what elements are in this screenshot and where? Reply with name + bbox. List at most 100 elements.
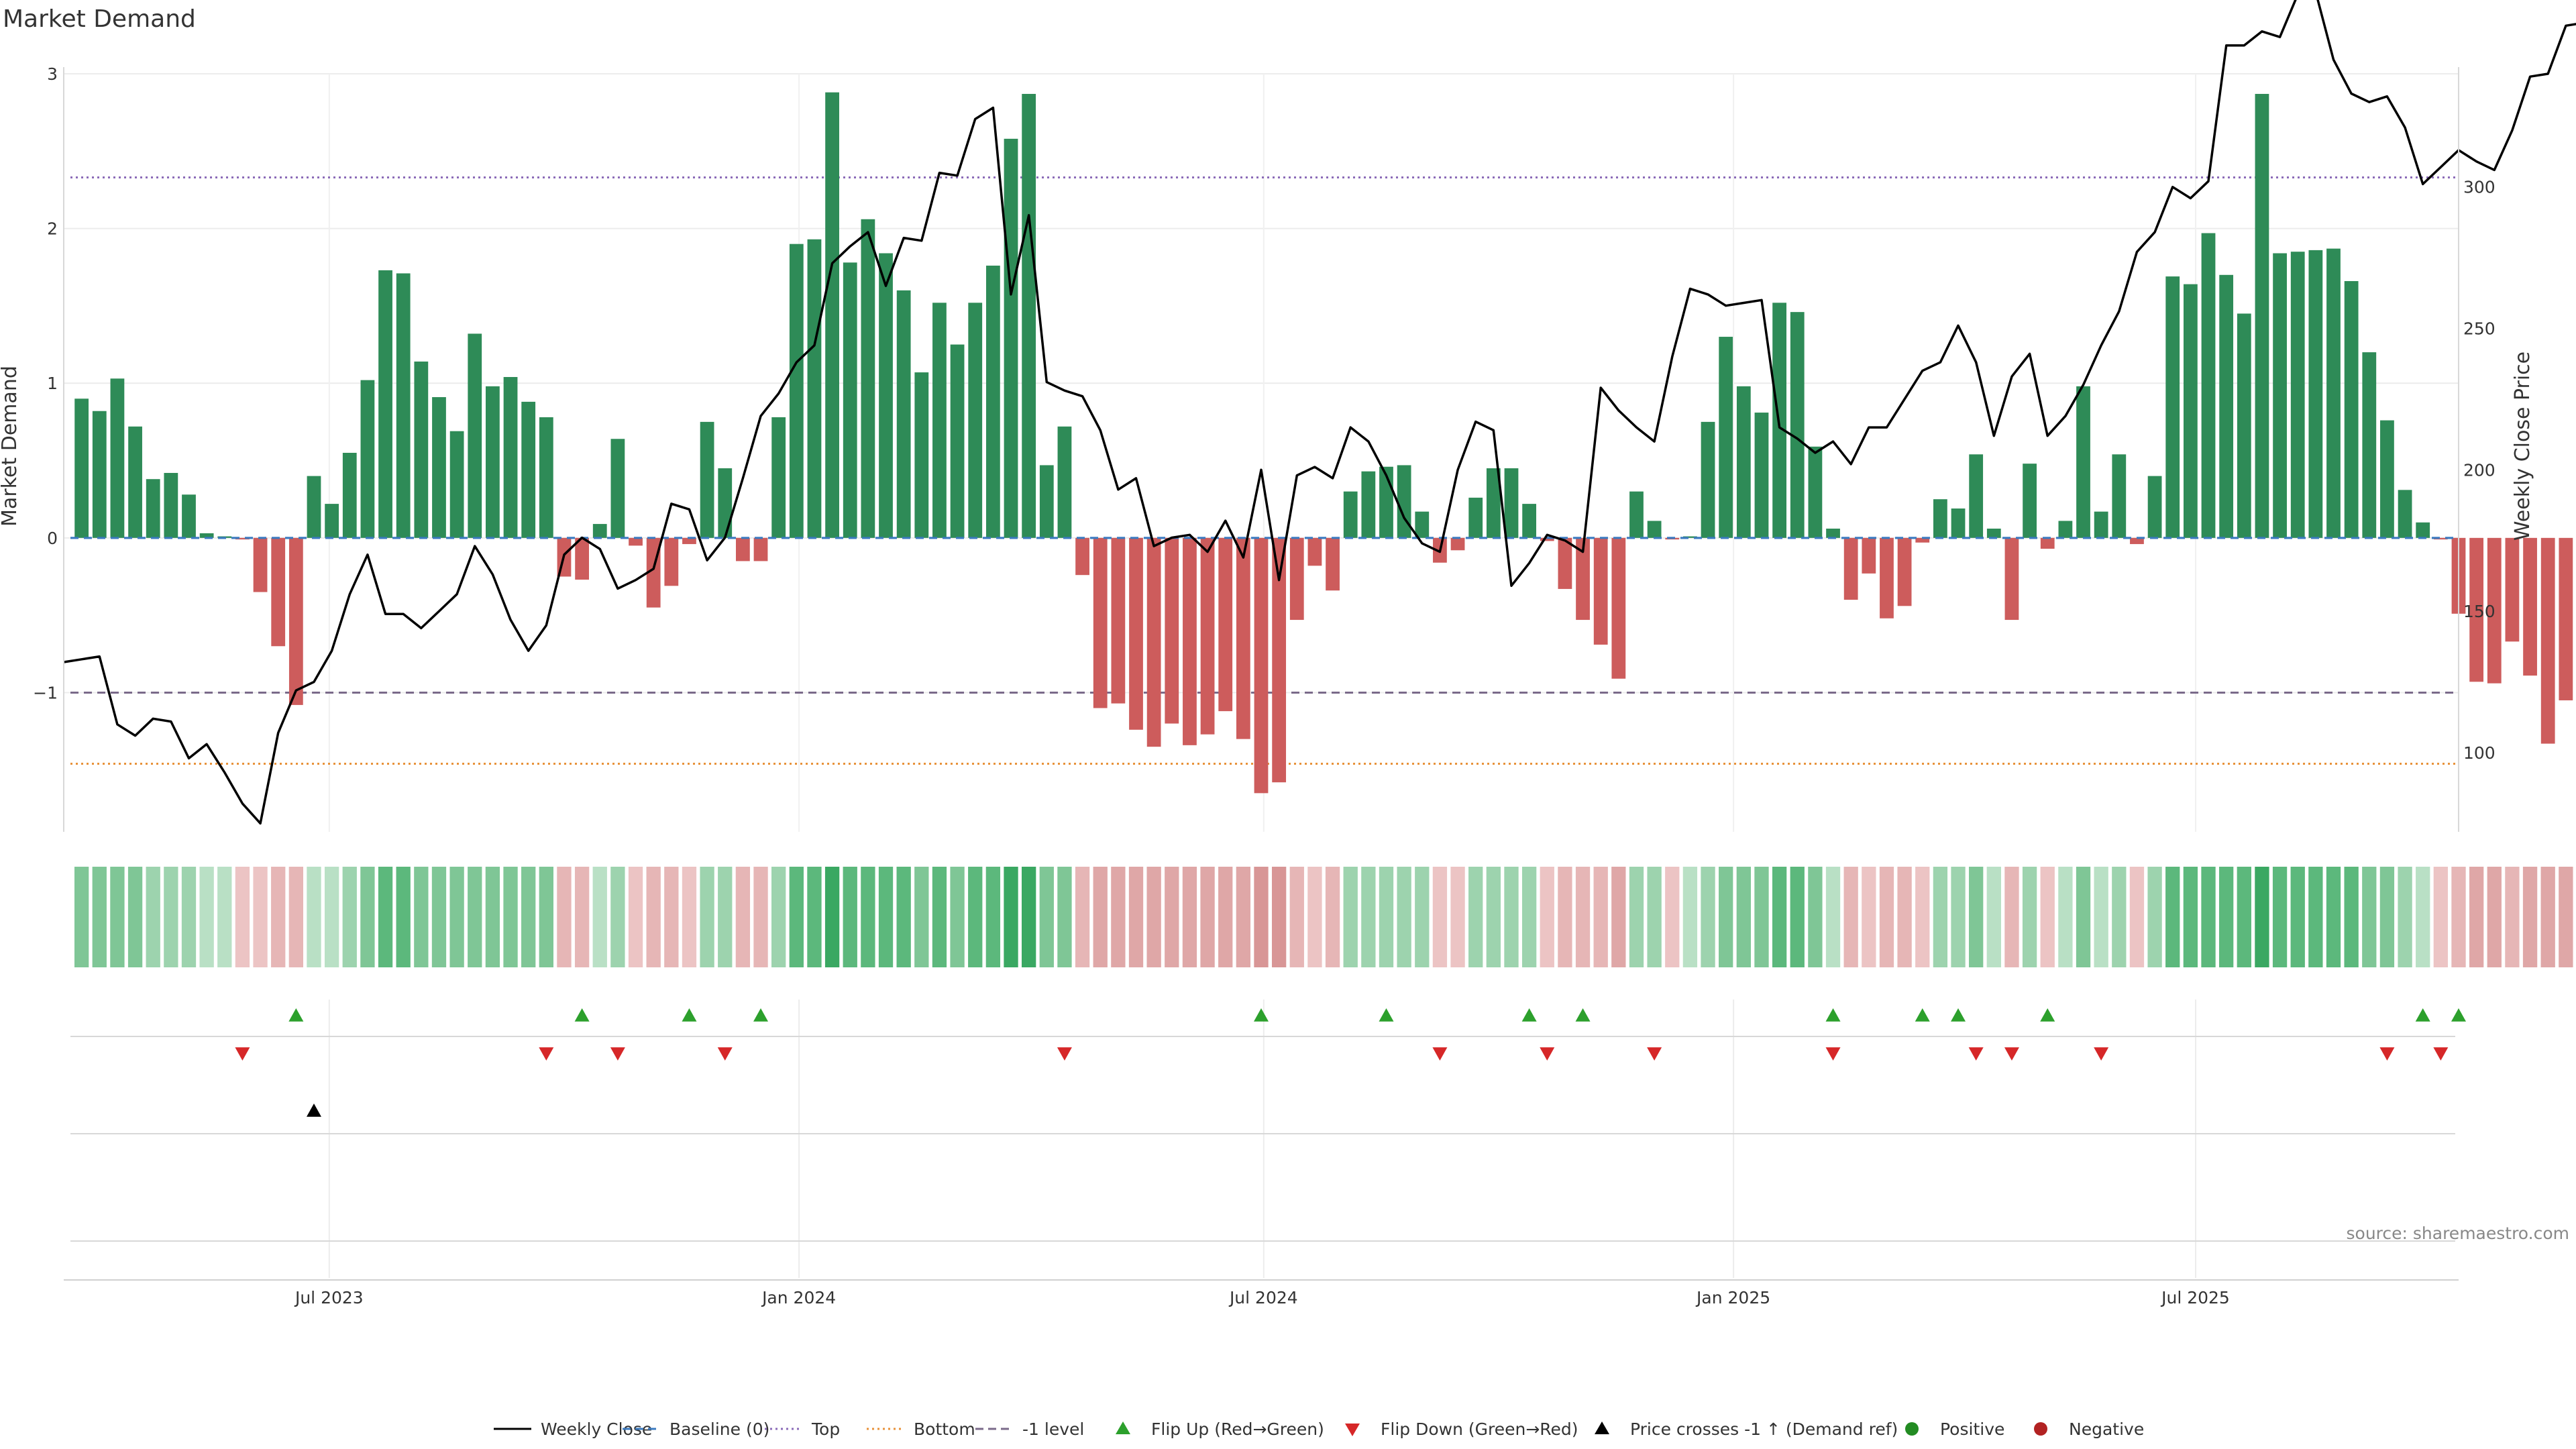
strip-cell xyxy=(718,867,733,967)
demand-bar xyxy=(1736,386,1751,538)
strip-cell xyxy=(700,867,714,967)
demand-bar xyxy=(288,537,303,705)
demand-bar xyxy=(1558,537,1572,589)
demand-bar xyxy=(2362,352,2377,538)
demand-bar xyxy=(1057,426,1072,538)
y-tick-label: 0 xyxy=(47,529,58,548)
demand-bar xyxy=(2183,284,2198,538)
legend-item: Negative xyxy=(2034,1419,2144,1439)
legend-item: Baseline (0) xyxy=(623,1419,769,1439)
demand-bar xyxy=(2112,454,2127,538)
strip-cell xyxy=(610,867,625,967)
flip-up-marker xyxy=(682,1008,697,1022)
legend-label: Positive xyxy=(1940,1419,2004,1439)
strip-cell xyxy=(1897,867,1912,967)
y2-tick-label: 300 xyxy=(2463,178,2496,197)
strip-cell xyxy=(2326,867,2341,967)
demand-bar xyxy=(1969,454,1984,538)
flip-up-marker xyxy=(1379,1008,1394,1022)
strip-cell xyxy=(307,867,321,967)
demand-bar xyxy=(1701,421,1715,538)
x-tick-label: Jan 2025 xyxy=(1695,1288,1770,1307)
flip-up-marker xyxy=(1521,1008,1537,1022)
strip-cell xyxy=(1486,867,1501,967)
chart-title: Market Demand xyxy=(3,5,196,33)
strip-cell xyxy=(503,867,518,967)
demand-bar xyxy=(503,377,518,538)
demand-bar xyxy=(2147,476,2162,538)
demand-bar xyxy=(682,537,696,545)
demand-bar xyxy=(2344,281,2359,538)
demand-bar xyxy=(575,537,590,580)
flip-up-marker xyxy=(1915,1008,1930,1022)
demand-bar xyxy=(2326,248,2341,538)
strip-cell xyxy=(146,867,160,967)
flip-down-marker xyxy=(2094,1047,2109,1061)
demand-bar xyxy=(896,290,911,538)
x-tick-label: Jul 2025 xyxy=(2160,1288,2230,1307)
strip-cell xyxy=(1575,867,1591,967)
strip-cell xyxy=(1682,867,1698,967)
strip-cell xyxy=(1004,867,1018,967)
strip-cell xyxy=(2290,867,2305,967)
strip-cell xyxy=(2058,867,2073,967)
strip-cell xyxy=(1057,867,1072,967)
legend-swatch xyxy=(1905,1422,1919,1436)
demand-bar xyxy=(1522,504,1537,538)
demand-bar xyxy=(2076,386,2090,538)
strip-cell xyxy=(557,867,572,967)
flip-up-marker xyxy=(1575,1008,1591,1022)
strip-cell xyxy=(127,867,143,967)
demand-bar xyxy=(2219,274,2234,538)
demand-bar xyxy=(2130,537,2144,545)
demand-bar xyxy=(735,537,750,561)
strip-cell xyxy=(807,867,822,967)
demand-bar xyxy=(74,398,89,538)
strip-cell xyxy=(1075,867,1090,967)
strip-cell xyxy=(664,867,679,967)
demand-bar xyxy=(182,494,196,538)
flip-down-marker xyxy=(717,1047,733,1061)
strip-cell xyxy=(1629,867,1644,967)
price-line-layer xyxy=(63,0,2576,825)
demand-bar xyxy=(1200,537,1215,735)
strip-cell xyxy=(521,867,536,967)
demand-bar xyxy=(2058,521,2073,538)
demand-bar xyxy=(342,453,357,538)
legend-item: Bottom xyxy=(867,1419,975,1439)
demand-bar xyxy=(2380,420,2394,538)
strip-cell xyxy=(1558,867,1572,967)
demand-bar xyxy=(1075,537,1089,576)
flip-down-marker xyxy=(235,1047,250,1061)
demand-bar xyxy=(1361,471,1376,538)
strip-cell xyxy=(217,867,232,967)
demand-bar xyxy=(1289,537,1304,621)
x-tick-label: Jul 2023 xyxy=(294,1288,364,1307)
strip-cell xyxy=(288,867,303,967)
demand-bar xyxy=(2559,537,2573,700)
legend-label: Price crosses -1 ↑ (Demand ref) xyxy=(1630,1419,1898,1439)
demand-bar xyxy=(1004,138,1018,538)
strip-cell xyxy=(861,867,875,967)
legend-label: Flip Up (Red→Green) xyxy=(1151,1419,1324,1439)
flip-down-marker xyxy=(1968,1047,1984,1061)
price-cross-marker xyxy=(306,1104,321,1117)
strip-cell xyxy=(1254,867,1269,967)
demand-bar xyxy=(1236,537,1250,739)
demand-bar xyxy=(2094,511,2108,538)
legend-item: Weekly Close xyxy=(494,1419,652,1439)
legend-swatch xyxy=(2034,1422,2047,1436)
strip-cell xyxy=(1307,867,1322,967)
demand-bar xyxy=(700,421,714,538)
strip-cell xyxy=(1736,867,1751,967)
legend-label: Weekly Close xyxy=(541,1419,652,1439)
demand-bar xyxy=(2398,490,2412,538)
demand-bar xyxy=(449,431,464,538)
y-tick-label: 3 xyxy=(47,64,58,84)
demand-bar xyxy=(879,253,893,538)
strip-cell xyxy=(539,867,553,967)
demand-bar xyxy=(539,417,553,538)
strip-cell xyxy=(1146,867,1161,967)
legend-label: -1 level xyxy=(1022,1419,1084,1439)
strip-cell xyxy=(914,867,929,967)
